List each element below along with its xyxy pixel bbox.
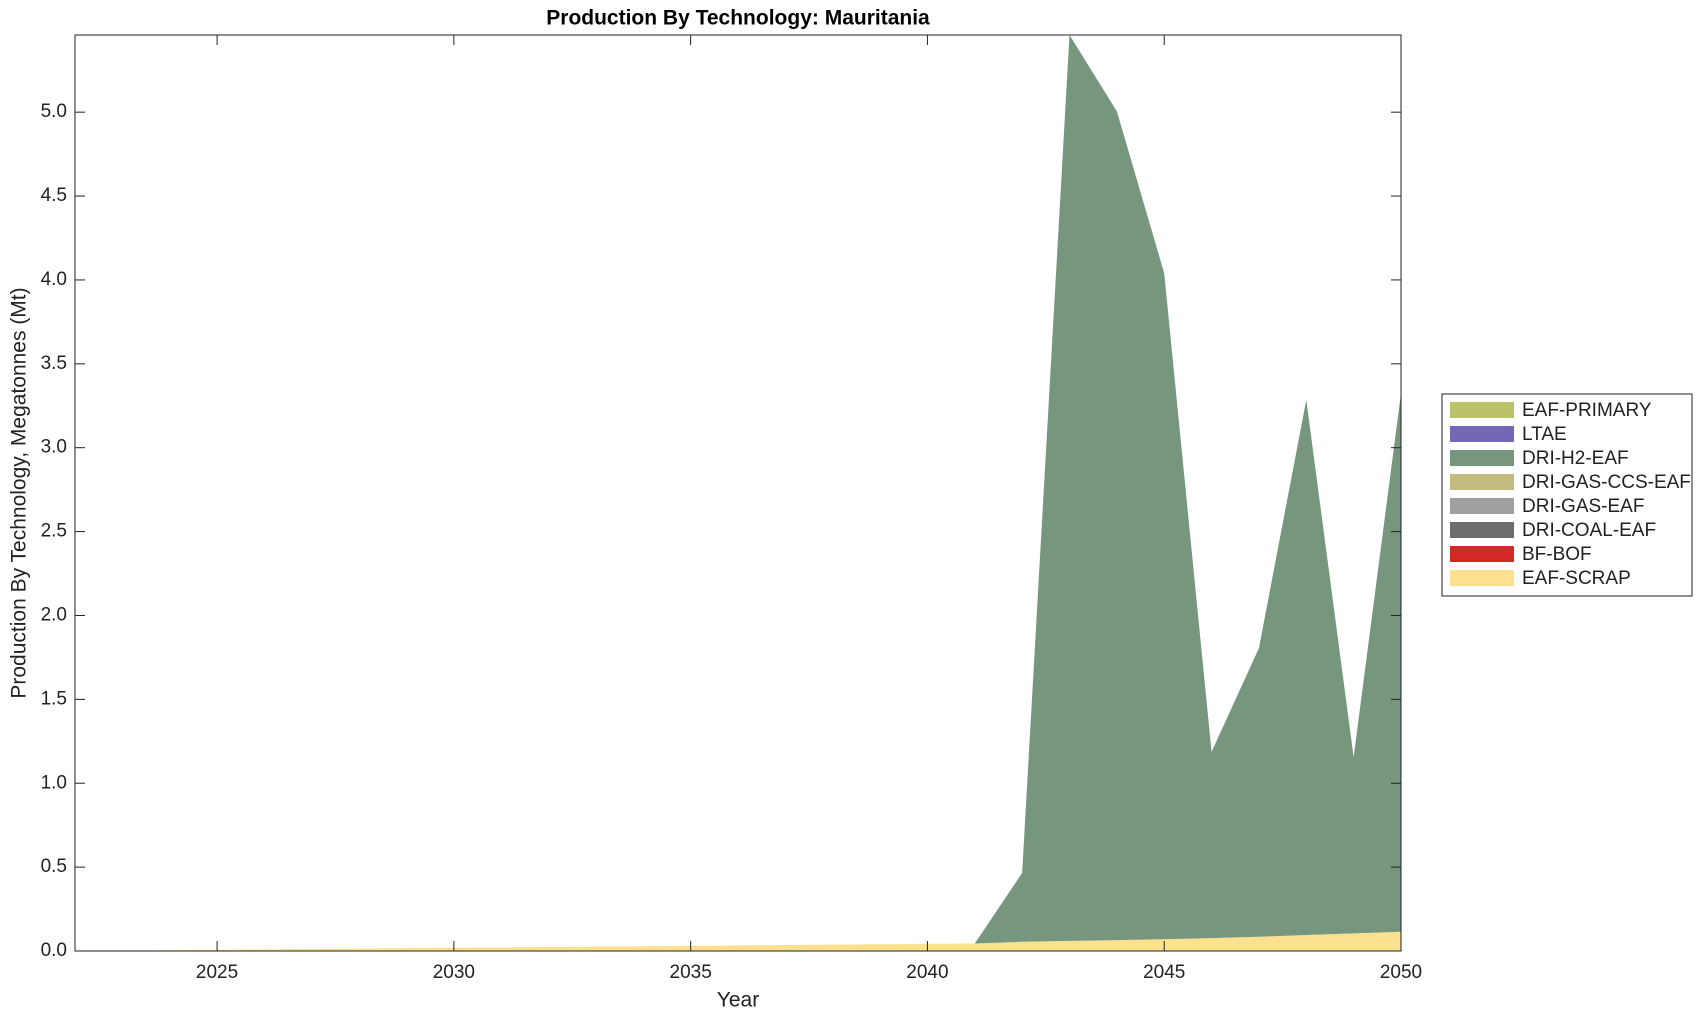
legend-box [1441, 393, 1693, 597]
y-tick-label: 4.0 [41, 269, 67, 290]
legend-swatch [1450, 498, 1514, 514]
y-tick-label: 3.0 [41, 437, 67, 458]
legend-label: DRI-COAL-EAF [1522, 520, 1656, 541]
y-tick-label: 1.0 [41, 772, 67, 793]
x-tick-label: 2045 [1143, 962, 1185, 983]
legend-label: EAF-SCRAP [1522, 568, 1631, 589]
legend-label: DRI-H2-EAF [1522, 448, 1629, 469]
legend-swatch [1450, 474, 1514, 490]
legend-label: EAF-PRIMARY [1522, 400, 1652, 421]
x-axis-label: Year [717, 989, 759, 1012]
y-axis-label: Production By Technology, Megatonnes (Mt… [8, 287, 31, 698]
legend-swatch [1450, 522, 1514, 538]
plot-area [75, 35, 1401, 951]
y-tick-label: 3.5 [41, 353, 67, 374]
x-tick-label: 2050 [1380, 962, 1422, 983]
legend-label: DRI-GAS-CCS-EAF [1522, 472, 1691, 493]
area [75, 35, 1401, 951]
legend-label: LTAE [1522, 424, 1567, 445]
x-tick-label: 2035 [670, 962, 712, 983]
y-tick-label: 2.5 [41, 521, 67, 542]
legend-swatch [1450, 546, 1514, 562]
legend-label: BF-BOF [1522, 544, 1592, 565]
chart-title: Production By Technology: Mauritania [546, 7, 930, 30]
legend-label: DRI-GAS-EAF [1522, 496, 1644, 517]
legend-swatch [1450, 450, 1514, 466]
y-tick-label: 2.0 [41, 604, 67, 625]
x-tick-label: 2040 [906, 962, 948, 983]
y-tick-label: 4.5 [41, 185, 67, 206]
area [75, 931, 1401, 951]
y-tick-label: 1.5 [41, 688, 67, 709]
y-tick-label: 0.0 [41, 940, 67, 961]
legend-swatch [1450, 402, 1514, 418]
axes-box [74, 34, 1402, 952]
y-tick-label: 5.0 [41, 101, 67, 122]
legend-swatch [1450, 570, 1514, 586]
x-tick-label: 2030 [433, 962, 475, 983]
legend-swatch [1450, 426, 1514, 442]
x-tick-label: 2025 [196, 962, 238, 983]
y-tick-label: 0.5 [41, 856, 67, 877]
